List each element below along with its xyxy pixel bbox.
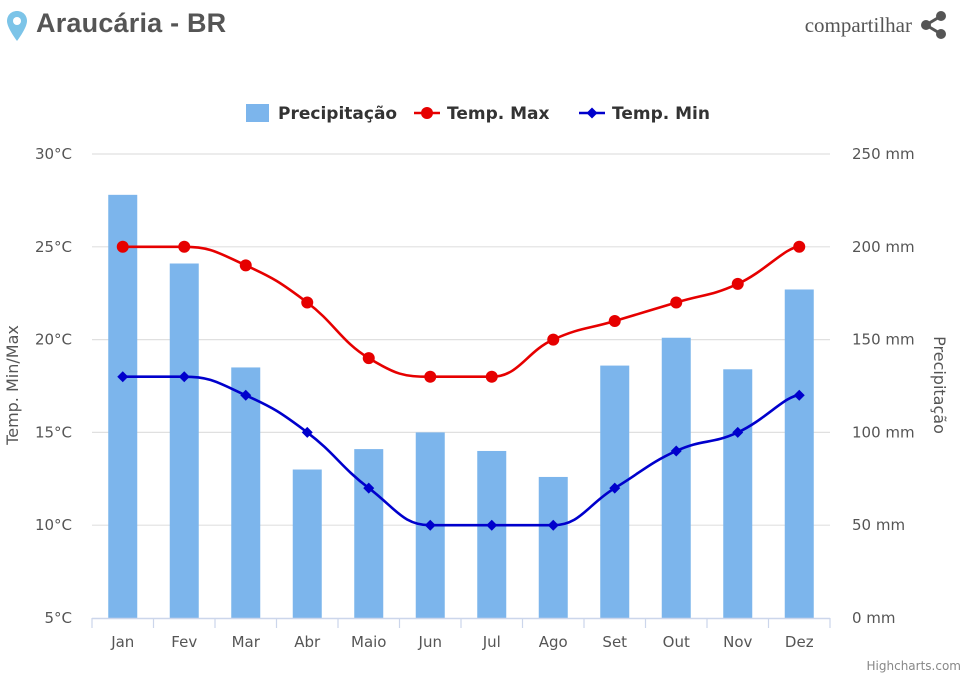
page-header: Araucária - BR compartilhar	[0, 0, 966, 52]
precipitation-bar	[661, 337, 691, 618]
temp-max-point	[178, 240, 191, 253]
temp-max-point	[547, 333, 560, 346]
temp-max-point	[301, 296, 314, 309]
x-tick-label: Jun	[418, 633, 442, 651]
x-tick-label: Fev	[171, 633, 197, 651]
legend-marker-symbol	[421, 107, 433, 119]
precipitation-bars	[108, 194, 814, 618]
temp-min-point	[117, 371, 129, 383]
legend-label: Precipitação	[278, 104, 397, 124]
legend-item-precipitation[interactable]: Precipitação	[246, 104, 397, 124]
x-tick-label: Maio	[351, 633, 386, 651]
legend-item-temp-max[interactable]: Temp. Max	[414, 104, 550, 124]
left-tick-label: 5°C	[44, 609, 72, 627]
left-tick-label: 25°C	[35, 238, 72, 256]
temp-min-point	[301, 426, 313, 438]
precipitation-bar	[723, 369, 753, 618]
temp-max-point	[485, 370, 498, 383]
page-title: Araucária - BR	[36, 8, 227, 38]
temp-min-point	[486, 519, 498, 531]
temp-min-point	[363, 482, 375, 494]
precipitation-bar	[292, 469, 322, 618]
map-pin-icon	[7, 11, 27, 41]
legend: Precipitação Temp. Max Temp. Min	[246, 104, 710, 124]
precipitation-bar	[231, 367, 261, 618]
left-tick-label: 30°C	[35, 145, 72, 163]
x-tick-label: Set	[602, 633, 627, 651]
legend-label: Temp. Max	[447, 104, 550, 124]
right-tick-label: 200 mm	[852, 238, 915, 256]
axes: 5°C 10°C 15°C 20°C 25°C 30°C 0 mm 50 mm 100 mm 15…	[35, 145, 915, 651]
grid	[92, 153, 830, 526]
precipitation-bar	[169, 263, 199, 618]
legend-item-temp-min[interactable]: Temp. Min	[579, 104, 710, 124]
x-tick-label: Dez	[785, 633, 814, 651]
precipitation-bar	[538, 476, 568, 618]
x-tick-label: Abr	[294, 633, 321, 651]
x-tick-label: Out	[663, 633, 690, 651]
temp-max-point	[731, 277, 744, 290]
share-icon	[921, 11, 946, 39]
temp-min-point	[670, 445, 682, 457]
right-axis-title: Precipitação	[930, 336, 949, 434]
temp-min-point	[240, 389, 252, 401]
share-button[interactable]: compartilhar	[805, 8, 950, 42]
legend-label: Temp. Min	[612, 104, 710, 124]
x-tick-label: Jul	[482, 633, 501, 651]
temp-max-point	[424, 370, 437, 383]
temperature-lines	[116, 240, 806, 531]
precipitation-bar	[108, 194, 138, 618]
right-tick-label: 150 mm	[852, 331, 915, 349]
left-tick-label: 20°C	[35, 331, 72, 349]
x-tick-label: Ago	[539, 633, 568, 651]
temp-max-point	[793, 240, 806, 253]
temp-max-point	[362, 352, 375, 365]
precipitation-bar	[477, 450, 507, 618]
temp-min-point	[424, 519, 436, 531]
precipitation-bar	[784, 289, 814, 618]
share-label: compartilhar	[804, 12, 912, 37]
temp-max-line	[122, 245, 800, 379]
temp-max-point	[670, 296, 683, 309]
right-tick-label: 100 mm	[852, 423, 915, 441]
x-tick-label: Jan	[110, 633, 134, 651]
temp-min-point	[547, 519, 559, 531]
legend-marker-symbol	[586, 107, 598, 119]
x-tick-label: Nov	[723, 633, 752, 651]
temp-min-point	[732, 426, 744, 438]
temp-max-point	[116, 240, 129, 253]
left-tick-label: 10°C	[35, 516, 72, 534]
chart-credits[interactable]: Highcharts.com	[867, 659, 961, 673]
x-tick-label: Mar	[232, 633, 261, 651]
right-tick-label: 0 mm	[852, 609, 896, 627]
temp-max-point	[608, 315, 621, 328]
temp-max-point	[239, 259, 252, 272]
temp-min-point	[793, 389, 805, 401]
temp-min-point	[609, 482, 621, 494]
precipitation-bar	[354, 449, 384, 618]
right-tick-label: 250 mm	[852, 145, 915, 163]
right-tick-label: 50 mm	[852, 516, 905, 534]
legend-bar-symbol	[246, 104, 269, 122]
temp-min-line	[122, 375, 800, 527]
temp-min-point	[178, 371, 190, 383]
left-axis-title: Temp. Min/Max	[3, 325, 22, 446]
left-tick-label: 15°C	[35, 423, 72, 441]
